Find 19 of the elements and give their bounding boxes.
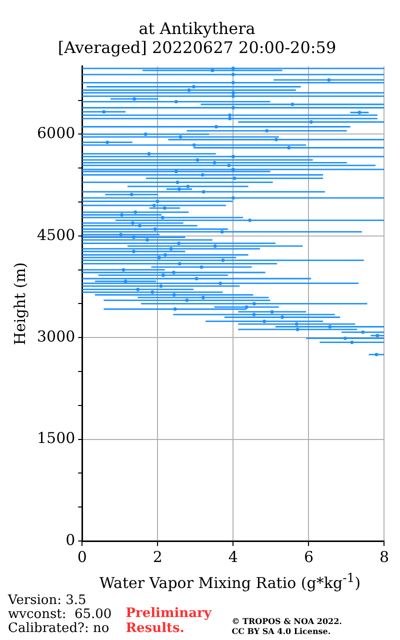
text: © TROPOS & NOA 2022. CC BY SA 4.0 License.	[232, 616, 343, 636]
text: Calibrated?: no	[8, 621, 110, 636]
y-axis-title: Height (m)	[10, 262, 29, 346]
x-tick-label: 8	[379, 548, 389, 566]
y-tick-label: 0	[66, 530, 76, 549]
text: wvconst: 65.00	[8, 607, 112, 622]
y-tick-label: 3000	[36, 327, 76, 346]
y-tick-label: 6000	[36, 124, 76, 142]
text: Version: 3.5	[8, 593, 88, 608]
y-tick-label: 4500	[36, 226, 76, 244]
x-tick-label: 6	[304, 548, 314, 566]
text: Preliminary Results.	[126, 606, 213, 636]
x-tick-label: 2	[152, 548, 162, 566]
x-tick-label: 0	[77, 548, 87, 566]
chart-title: at Antikythera	[138, 18, 256, 38]
x-tick-label: 4	[228, 548, 238, 566]
x-axis-title: Water Vapor Mixing Ratio (g*kg$^{-1}$)	[98, 570, 362, 592]
chart-subtitle: [Averaged] 20220627 20:00-20:59	[58, 38, 336, 57]
y-tick-label: 1500	[36, 429, 76, 448]
